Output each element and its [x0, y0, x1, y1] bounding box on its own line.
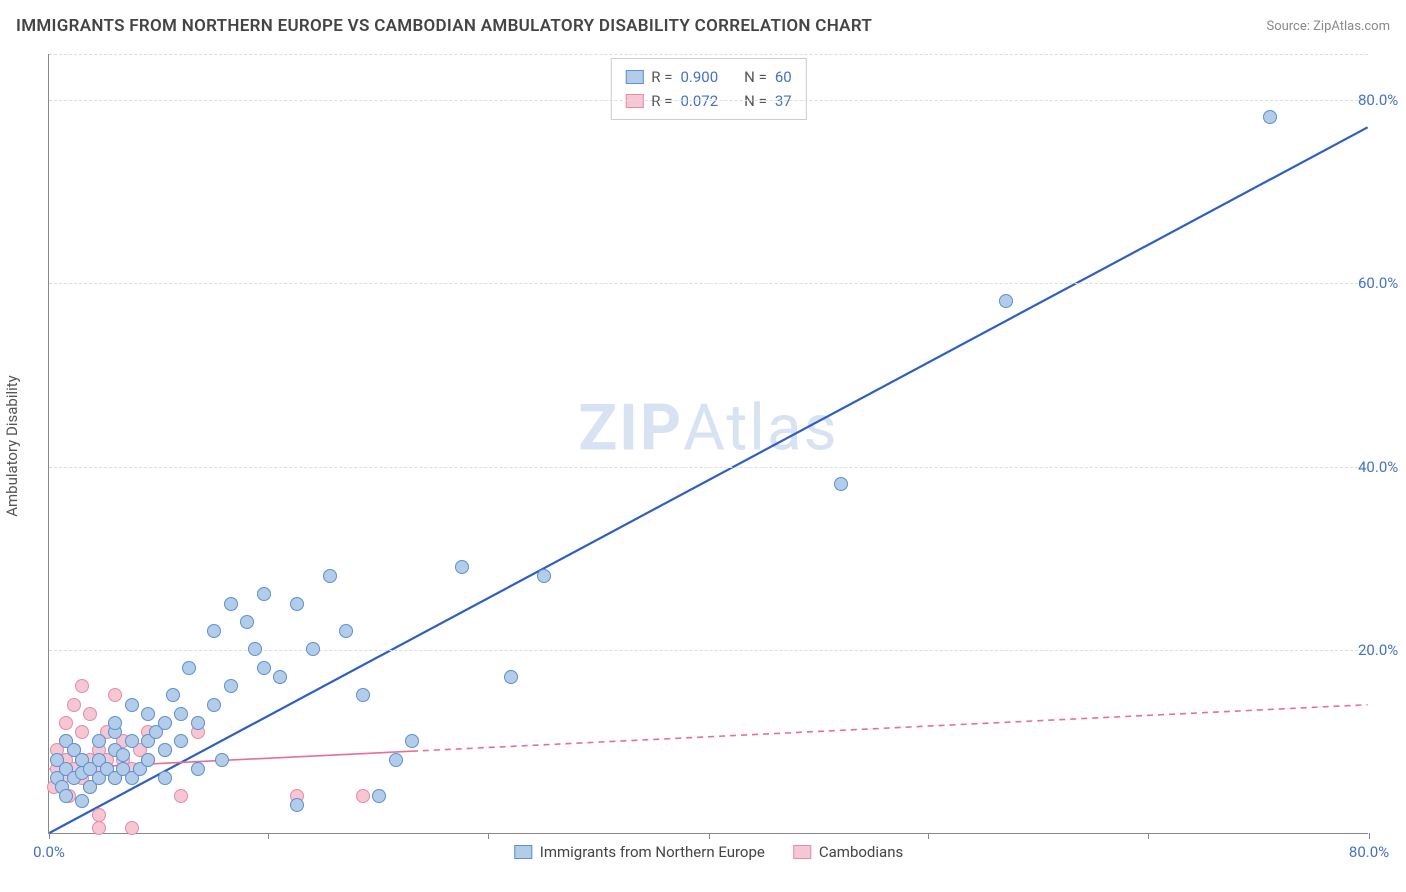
legend-row-series2: R = 0.072 N = 37: [625, 89, 791, 113]
gridline: [49, 467, 1368, 468]
data-point: [257, 661, 271, 675]
x-tick: [928, 833, 929, 839]
data-point: [75, 679, 89, 693]
data-point: [356, 789, 370, 803]
x-tick: [49, 833, 50, 839]
data-point: [405, 734, 419, 748]
x-tick: [1369, 833, 1370, 839]
legend-item-series1: Immigrants from Northern Europe: [514, 843, 765, 861]
data-point: [75, 794, 89, 808]
swatch-icon: [625, 70, 643, 84]
x-tick: [1148, 833, 1149, 839]
data-point: [290, 798, 304, 812]
data-point: [191, 716, 205, 730]
data-point: [504, 670, 518, 684]
y-tick-label: 40.0%: [1358, 458, 1406, 476]
legend-series-names: Immigrants from Northern Europe Cambodia…: [514, 843, 903, 861]
data-point: [455, 560, 469, 574]
data-point: [158, 716, 172, 730]
data-point: [372, 789, 386, 803]
data-point: [224, 597, 238, 611]
data-point: [191, 762, 205, 776]
plot-area: ZIPAtlas R = 0.900 N = 60 R = 0.072 N = …: [48, 54, 1368, 834]
data-point: [290, 597, 304, 611]
x-tick-label: 0.0%: [33, 843, 65, 861]
data-point: [182, 661, 196, 675]
watermark: ZIPAtlas: [578, 390, 838, 465]
chart-title: IMMIGRANTS FROM NORTHERN EUROPE VS CAMBO…: [16, 16, 872, 36]
y-tick-label: 80.0%: [1358, 91, 1406, 109]
data-point: [174, 789, 188, 803]
data-point: [158, 743, 172, 757]
y-tick-label: 20.0%: [1358, 641, 1406, 659]
y-axis-label: Ambulatory Disability: [3, 375, 21, 517]
x-tick: [488, 833, 489, 839]
data-point: [92, 808, 106, 822]
swatch-icon: [793, 845, 811, 859]
data-point: [67, 698, 81, 712]
data-point: [125, 821, 139, 835]
data-point: [257, 587, 271, 601]
y-tick-label: 60.0%: [1358, 274, 1406, 292]
data-point: [207, 698, 221, 712]
data-point: [323, 569, 337, 583]
swatch-icon: [625, 94, 643, 108]
data-point: [834, 477, 848, 491]
data-point: [537, 569, 551, 583]
data-point: [158, 771, 172, 785]
data-point: [108, 688, 122, 702]
data-point: [59, 789, 73, 803]
x-tick: [709, 833, 710, 839]
source-attribution: Source: ZipAtlas.com: [1266, 19, 1390, 34]
data-point: [83, 707, 97, 721]
trend-lines: [49, 54, 1368, 833]
data-point: [356, 688, 370, 702]
data-point: [108, 716, 122, 730]
data-point: [224, 679, 238, 693]
data-point: [248, 642, 262, 656]
data-point: [1263, 110, 1277, 124]
legend-row-series1: R = 0.900 N = 60: [625, 65, 791, 89]
x-tick-label: 80.0%: [1349, 843, 1389, 861]
data-point: [215, 753, 229, 767]
data-point: [116, 748, 130, 762]
data-point: [389, 753, 403, 767]
data-point: [59, 716, 73, 730]
data-point: [999, 294, 1013, 308]
gridline: [49, 283, 1368, 284]
swatch-icon: [514, 845, 532, 859]
data-point: [125, 698, 139, 712]
data-point: [92, 734, 106, 748]
legend-correlation-box: R = 0.900 N = 60 R = 0.072 N = 37: [610, 58, 806, 120]
x-tick: [268, 833, 269, 839]
legend-item-series2: Cambodians: [793, 843, 903, 861]
data-point: [240, 615, 254, 629]
data-point: [273, 670, 287, 684]
data-point: [92, 821, 106, 835]
data-point: [141, 707, 155, 721]
data-point: [141, 753, 155, 767]
data-point: [207, 624, 221, 638]
title-bar: IMMIGRANTS FROM NORTHERN EUROPE VS CAMBO…: [16, 16, 1390, 36]
data-point: [166, 688, 180, 702]
data-point: [125, 734, 139, 748]
data-point: [75, 725, 89, 739]
data-point: [174, 734, 188, 748]
data-point: [306, 642, 320, 656]
gridline: [49, 650, 1368, 651]
gridline: [49, 100, 1368, 101]
data-point: [174, 707, 188, 721]
data-point: [339, 624, 353, 638]
gridline: [49, 54, 1368, 55]
